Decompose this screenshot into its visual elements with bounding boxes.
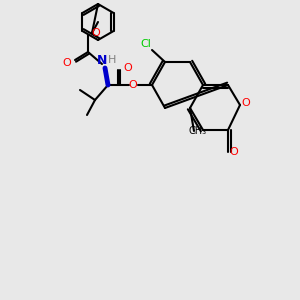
Text: O: O bbox=[129, 80, 137, 90]
Text: N: N bbox=[97, 53, 107, 67]
Text: O: O bbox=[63, 58, 71, 68]
Text: O: O bbox=[124, 63, 132, 73]
Text: Cl: Cl bbox=[141, 39, 152, 49]
Text: O: O bbox=[92, 28, 100, 38]
Text: CH₃: CH₃ bbox=[189, 126, 207, 136]
Text: O: O bbox=[230, 147, 238, 157]
Text: O: O bbox=[242, 98, 250, 108]
Text: H: H bbox=[108, 55, 116, 65]
